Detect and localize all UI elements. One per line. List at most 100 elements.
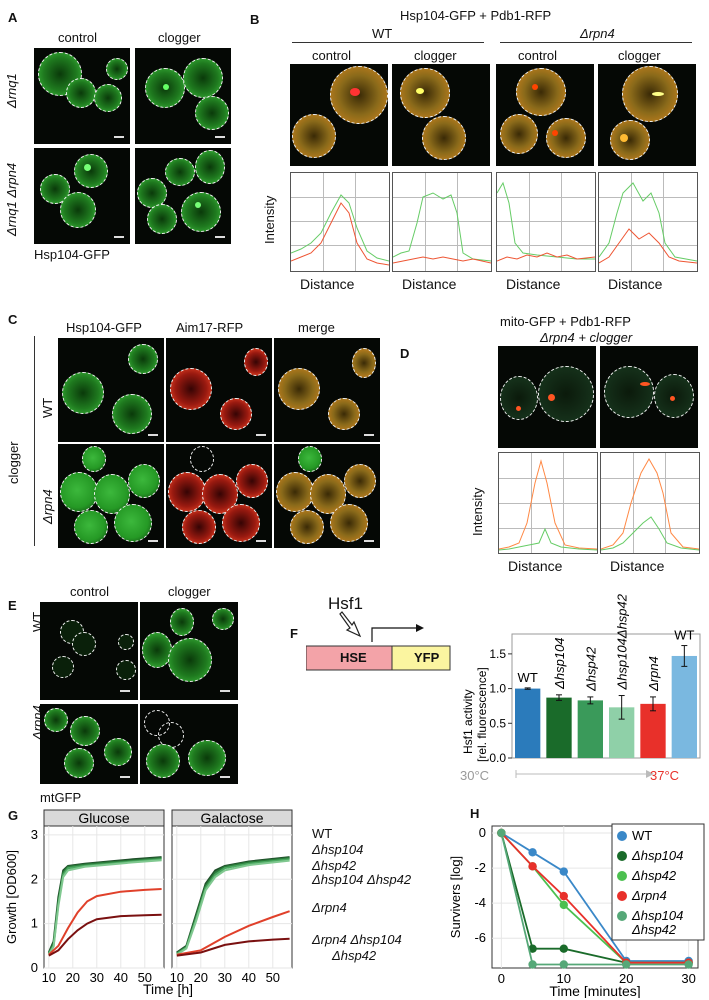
f-bar-dhsp104-1 xyxy=(546,697,572,758)
e-micrograph-1 xyxy=(40,602,138,700)
e-micrograph-4 xyxy=(140,704,238,784)
h-legend-marker-dhsp104 xyxy=(617,851,627,861)
f-ytick-label: 0.0 xyxy=(489,751,506,765)
h-legend-label: WT xyxy=(632,828,652,843)
g-line-galactose-dhsp104-dhsp42 xyxy=(176,859,290,956)
c-side-label: clogger xyxy=(6,441,21,484)
panel-label-h: H xyxy=(470,806,480,821)
b-col-3: control xyxy=(518,48,558,63)
g-ytick-label: 0 xyxy=(31,960,38,975)
g-xtick-label: 20 xyxy=(66,970,80,985)
f-bar-label: Δhsp104 xyxy=(552,637,567,689)
f-bar-label: Δrpn4 xyxy=(646,656,661,692)
f-ytick-label: 1.0 xyxy=(489,682,506,696)
c-micrograph-2 xyxy=(166,338,272,442)
a-micrograph-4 xyxy=(135,148,231,244)
h-xtick-label: 0 xyxy=(498,971,505,986)
d-title: mito-GFP + Pdb1-RFP xyxy=(500,314,631,329)
h-point-dhsp104-dhsp42 xyxy=(622,960,631,969)
f-yfp-label: YFP xyxy=(414,650,440,665)
h-legend-box xyxy=(611,823,705,941)
h-ytick-label: -2 xyxy=(474,860,486,875)
b-profile-3 xyxy=(496,172,596,272)
b-xlabel-2: Distance xyxy=(402,276,457,292)
panel-label-g: G xyxy=(8,808,19,823)
b-col-2: clogger xyxy=(414,48,457,63)
g-ylabel: Growth [OD600] xyxy=(4,850,19,944)
a-caption: Hsp104-GFP xyxy=(34,247,110,262)
e-micrograph-3 xyxy=(40,704,138,784)
h-ytick-label: 0 xyxy=(479,825,486,840)
b-profile-4 xyxy=(598,172,698,272)
f-hse-label: HSE xyxy=(340,650,367,665)
g-ytick-label: 1 xyxy=(31,916,38,931)
g-panel-galactose xyxy=(171,825,293,969)
g-legend-rpn4: Δrpn4 xyxy=(312,900,347,915)
g-xtick-label: 30 xyxy=(90,970,104,985)
g-legend-rpn4-hsp104: Δrpn4 Δhsp104 xyxy=(312,932,402,947)
c-col-3: merge xyxy=(298,320,335,335)
g-ytick-label: 3 xyxy=(31,827,38,842)
e-col-clogger: clogger xyxy=(168,584,211,599)
h-legend-marker-dhsp42 xyxy=(617,871,627,881)
f-plot-frame xyxy=(511,633,701,759)
g-line-glucose-dhsp104-dhsp42 xyxy=(47,859,162,956)
b-col-4: clogger xyxy=(618,48,661,63)
g-xtick-label: 50 xyxy=(138,970,152,985)
b-micrograph-1 xyxy=(290,64,388,166)
f-ylabel: Hsf1 activity xyxy=(461,689,475,754)
f-bar-wt-0 xyxy=(515,688,541,758)
h-point-drpn4 xyxy=(559,891,568,901)
h-ytick-label: -4 xyxy=(474,895,486,910)
c-col-1: Hsp104-GFP xyxy=(66,320,142,335)
b-ylabel: Intensity xyxy=(262,195,277,244)
g-xtick-label: 20 xyxy=(194,970,208,985)
h-ylabel: Survivers [log] xyxy=(448,856,463,938)
c-micrograph-5 xyxy=(166,444,272,548)
f-temp-high: 37°C xyxy=(650,768,680,783)
b-group-rpn4: Δrpn4 xyxy=(580,26,615,41)
f-construct-diagram xyxy=(306,611,451,671)
b-xlabel-1: Distance xyxy=(300,276,355,292)
g-xtick-label: 40 xyxy=(242,970,256,985)
h-xtick-label: 10 xyxy=(557,971,571,986)
f-bar-label: WT xyxy=(518,670,538,685)
h-legend-label: Δrpn4 xyxy=(631,888,667,903)
a-micrograph-3 xyxy=(34,148,130,244)
panel-label-a: A xyxy=(8,10,18,25)
d-profile-2 xyxy=(600,452,700,554)
b-micrograph-3 xyxy=(496,64,594,166)
h-point-drpn4 xyxy=(528,862,537,871)
a-micrograph-2 xyxy=(135,48,231,144)
h-survival-chart: 0 -2 -4 -6 0 10 20 30 Time [minutes] Survivers [l… xyxy=(448,823,705,998)
h-point-dhsp104-dhsp42 xyxy=(684,960,693,969)
h-xtick-label: 20 xyxy=(619,971,633,986)
g-legend-hsp42b: Δhsp42 xyxy=(332,948,377,963)
f-bar-drpn4-4 xyxy=(640,703,666,758)
b-title: Hsp104-GFP + Pdb1-RFP xyxy=(400,8,552,23)
h-xtick-label: 30 xyxy=(681,971,695,986)
h-legend-marker-dhsp104-dhsp42 xyxy=(617,911,627,921)
c-col-2: Aim17-RFP xyxy=(176,320,244,335)
d-micrograph-1 xyxy=(498,346,596,448)
g-xtick-label: 10 xyxy=(170,970,184,985)
g-legend-wt: WT xyxy=(312,826,333,841)
g-facet-label-glucose: Glucose xyxy=(78,810,130,826)
g-xtick-label: 10 xyxy=(42,970,56,985)
h-point-wt xyxy=(528,848,537,857)
f-ytick-label: 1.5 xyxy=(489,647,506,661)
e-col-control: control xyxy=(70,584,110,599)
h-legend-label: Δhsp104 xyxy=(631,848,683,863)
f-bar-label: Δhsp104Δhsp42 xyxy=(615,593,630,690)
g-facet-label-galactose: Galactose xyxy=(200,810,263,826)
f-bar-label: WT xyxy=(674,628,694,643)
g-legend-hsp104-hsp42: Δhsp104 Δhsp42 xyxy=(312,872,412,887)
f-hsf1-label: Hsf1 xyxy=(328,594,363,613)
h-point-dhsp104-dhsp42 xyxy=(559,960,568,969)
d-xlabel-2: Distance xyxy=(610,558,665,574)
h-legend-marker-drpn4 xyxy=(617,891,627,901)
c-micrograph-4 xyxy=(58,444,164,548)
b-profile-1 xyxy=(290,172,390,272)
g-xtick-label: 40 xyxy=(114,970,128,985)
g-xtick-label: 50 xyxy=(266,970,280,985)
